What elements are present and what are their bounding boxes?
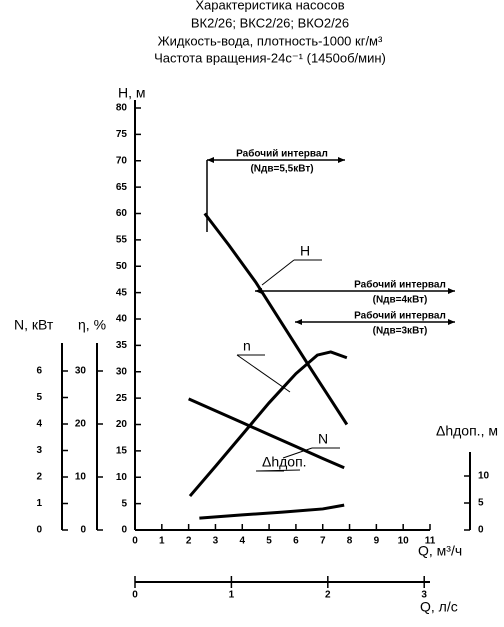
x-tick-label: 3 [213,536,219,547]
curve [188,350,348,498]
curve [203,212,349,426]
x-tick-label: 9 [374,536,380,547]
x-tick-label: 2 [186,536,192,547]
subtitle: Жидкость-вода, плотность-1000 кг/м³ [158,33,383,48]
series-label: Δhдоп. [262,454,307,470]
y2-tick-label: 0 [36,525,42,536]
y2-tick-label: 2 [36,472,42,483]
y2-tick-label: 6 [36,366,42,377]
y-tick-label: 35 [116,340,128,351]
y-tick-label: 20 [116,419,128,430]
chart-title: Характеристика насосов [195,0,344,12]
leader-line [282,447,313,459]
annotation: Рабочий интервал [236,148,328,160]
y-tick-label: 45 [116,287,128,298]
y2-axis-label: N, кВт [14,317,54,333]
y-tick-label: 70 [116,155,128,166]
y-tick-label: 55 [116,235,128,246]
x-tick-label: 6 [293,536,299,547]
y2-tick-label: 5 [36,392,42,403]
y2-tick-label: 1 [36,498,42,509]
y-tick-label: 60 [116,208,128,219]
x-axis-label: Q, м³/ч [418,543,462,559]
y-axis-label: H, м [118,85,146,101]
x2-axis-label: Q, л/с [420,599,458,615]
x2-tick-label: 1 [229,590,235,601]
y-tick-label: 40 [116,314,128,325]
x-tick-label: 5 [266,536,272,547]
x2-tick-label: 3 [421,590,427,601]
annotation-sub: (Nдв=4кВт) [373,295,428,306]
x-tick-label: 10 [398,536,410,547]
y3-axis-label: η, % [78,317,106,333]
series-label: n [243,338,251,354]
curve [188,397,345,470]
x-tick-label: 8 [347,536,353,547]
y-tick-label: 25 [116,393,128,404]
y-tick-label: 65 [116,182,128,193]
y4-tick-label: 5 [478,498,484,509]
y4-tick-label: 0 [478,525,484,536]
x2-tick-label: 2 [325,590,331,601]
y-tick-label: 15 [116,446,128,457]
y4-axis-label: Δhдоп., м [436,423,498,439]
y-tick-label: 0 [121,525,127,536]
y-tick-label: 30 [116,366,128,377]
series-label: H [300,243,310,259]
y3-tick-label: 0 [80,525,86,536]
curve [199,503,345,520]
annotation-sub: (Nдв=3кВт) [373,326,428,337]
y-tick-label: 50 [116,261,128,272]
leader-line [236,354,291,393]
y4-tick-label: 10 [478,471,490,482]
annotation: Рабочий интервал [354,279,446,291]
y2-tick-label: 3 [36,445,42,456]
y3-tick-label: 30 [75,366,87,377]
x-tick-label: 1 [159,536,165,547]
annotation: Рабочий интервал [354,310,446,322]
x-tick-label: 0 [132,536,138,547]
x-tick-label: 4 [239,536,245,547]
x2-tick-label: 0 [132,590,138,601]
y2-tick-label: 4 [36,419,42,430]
y-tick-label: 5 [121,498,127,509]
x-tick-label: 7 [320,536,326,547]
x-tick-label: 11 [425,536,436,547]
subtitle: Частота вращения-24с⁻¹ (1450об/мин) [154,50,386,65]
leader-line [261,259,295,286]
y-tick-label: 75 [116,129,128,140]
subtitle: ВК2/26; ВКС2/26; ВКО2/26 [191,15,349,30]
y3-tick-label: 20 [75,419,87,430]
y-tick-label: 80 [116,103,128,114]
y3-tick-label: 10 [75,472,87,483]
y-tick-label: 10 [116,472,128,483]
annotation-sub: (Nдв=5,5кВт) [250,164,313,175]
series-label: N [318,431,328,447]
